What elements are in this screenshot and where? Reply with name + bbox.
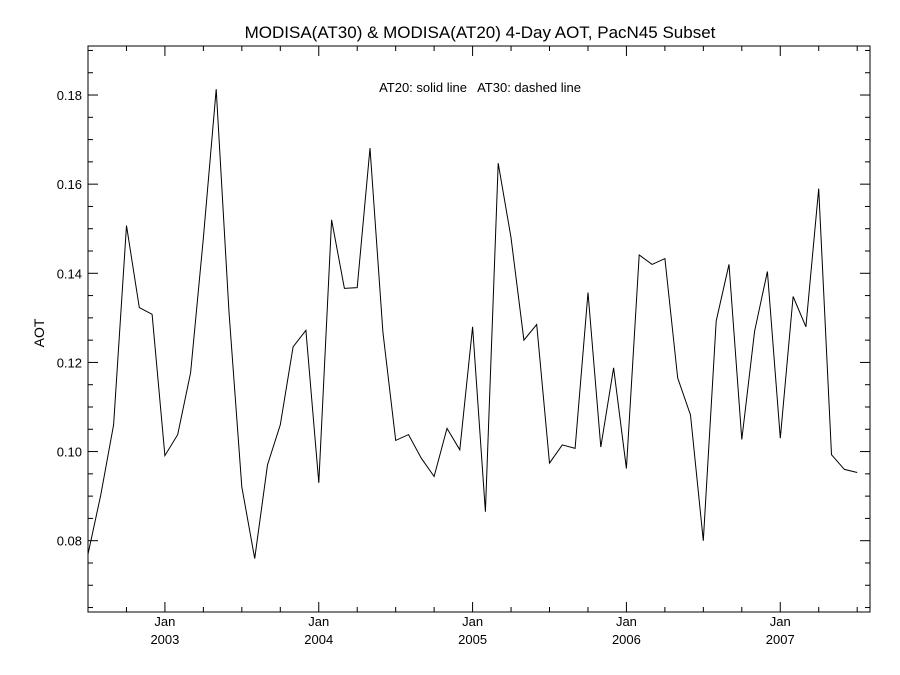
- chart-title: MODISA(AT30) & MODISA(AT20) 4-Day AOT, P…: [245, 23, 716, 42]
- y-axis-ticks: 0.08 0.10 0.12 0.14 0.16 0.18: [57, 49, 870, 609]
- y-tick-label: 0.18: [57, 88, 82, 103]
- series-line-solid: [87, 89, 858, 559]
- x-tick-month-label: Jan: [462, 614, 483, 629]
- x-tick-year-label: 2003: [150, 632, 179, 647]
- plot-frame: [87, 45, 871, 613]
- x-tick-month-label: Jan: [770, 614, 791, 629]
- x-tick-month-label: Jan: [154, 614, 175, 629]
- series-layer: [87, 89, 858, 559]
- x-tick-year-label: 2005: [458, 632, 487, 647]
- x-axis-ticks: Jan 2003 Jan 2004 Jan 2005 Jan 2006 Jan 2007: [87, 46, 858, 647]
- y-tick-label: 0.10: [57, 445, 82, 460]
- x-tick-year-label: 2004: [304, 632, 333, 647]
- x-tick-month-label: Jan: [616, 614, 637, 629]
- y-tick-label: 0.12: [57, 355, 82, 370]
- y-tick-label: 0.14: [57, 266, 82, 281]
- y-tick-label: 0.16: [57, 177, 82, 192]
- x-tick-year-label: 2007: [766, 632, 795, 647]
- y-tick-label: 0.08: [57, 534, 82, 549]
- x-tick-month-label: Jan: [308, 614, 329, 629]
- y-axis-label: AOT: [31, 318, 47, 347]
- chart-subtitle: AT20: solid line AT30: dashed line: [379, 80, 581, 95]
- x-tick-year-label: 2006: [612, 632, 641, 647]
